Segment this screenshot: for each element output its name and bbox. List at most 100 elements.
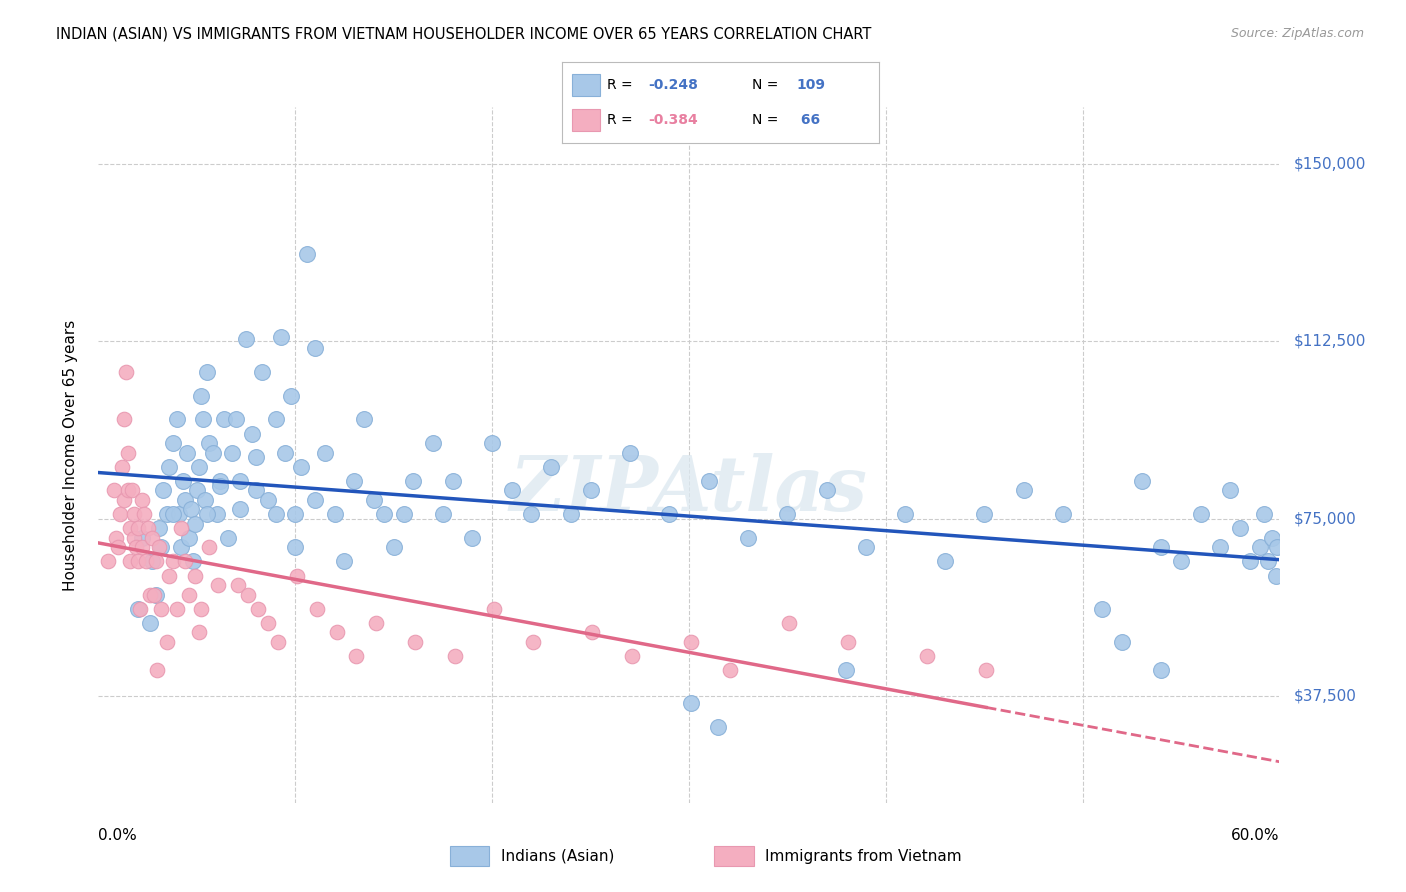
Text: -0.384: -0.384 [648,113,697,128]
Point [150,540,173,554]
Text: $112,500: $112,500 [1294,334,1365,349]
Text: Indians (Asian): Indians (Asian) [501,849,614,863]
Point [112,492,135,507]
Point [1257,554,1279,568]
Point [146,663,169,677]
Point [170,521,193,535]
Point [205,507,228,521]
Point [737,531,759,545]
Point [207,578,229,592]
Point [162,554,184,568]
Point [461,531,484,545]
Point [481,436,503,450]
Point [145,554,167,568]
Point [364,615,387,630]
Point [250,365,273,379]
Point [1239,554,1261,568]
Point [579,483,602,498]
Point [290,459,312,474]
Point [718,663,741,677]
Point [162,436,184,450]
Point [157,459,180,474]
Point [404,635,426,649]
Point [1260,531,1282,545]
Point [131,492,153,507]
Point [422,436,444,450]
Point [221,445,243,459]
Point [679,697,702,711]
Text: ZIPAtlas: ZIPAtlas [510,453,868,526]
Point [117,483,139,498]
Point [209,474,232,488]
Text: $150,000: $150,000 [1294,156,1365,171]
Point [581,625,603,640]
Point [284,540,307,554]
Point [837,635,859,649]
Point [973,507,995,521]
Point [236,588,259,602]
Point [815,483,838,498]
Text: N =: N = [752,113,783,128]
Point [136,521,159,535]
Text: R =: R = [607,78,637,92]
Point [295,246,318,260]
Text: Immigrants from Vietnam: Immigrants from Vietnam [765,849,962,863]
Point [270,329,292,343]
Point [284,507,307,521]
Point [138,588,160,602]
Point [195,507,218,521]
Point [915,649,938,664]
Point [540,459,562,474]
Point [280,389,302,403]
Point [142,588,165,602]
Point [141,531,163,545]
Point [194,492,217,507]
Point [855,540,877,554]
Point [235,332,257,346]
Point [118,554,141,568]
Point [125,540,148,554]
Y-axis label: Householder Income Over 65 years: Householder Income Over 65 years [63,319,77,591]
Point [217,531,239,545]
Point [187,459,209,474]
Text: -0.248: -0.248 [648,78,697,92]
Point [201,445,224,459]
Point [1130,474,1153,488]
Point [156,635,179,649]
Text: N =: N = [752,78,783,92]
Point [894,507,917,521]
Bar [572,109,600,131]
Point [343,474,366,488]
Point [172,474,194,488]
Point [131,531,153,545]
Point [127,521,149,535]
Point [145,588,167,602]
Point [170,540,193,554]
Point [148,521,170,535]
Point [152,483,174,498]
Point [1264,568,1286,582]
Point [373,507,395,521]
Point [108,507,131,521]
Point [141,554,163,568]
Text: R =: R = [607,113,637,128]
Point [934,554,956,568]
Point [157,568,180,582]
Point [135,554,157,568]
Point [256,615,278,630]
Point [118,521,141,535]
Point [128,601,150,615]
Point [150,601,173,615]
Point [560,507,582,521]
Point [382,540,405,554]
Point [112,412,135,426]
Point [835,663,858,677]
Point [1052,507,1074,521]
Point [392,507,415,521]
Bar [450,847,489,866]
Point [190,601,212,615]
Point [148,540,170,554]
Point [115,365,138,379]
Point [974,663,997,677]
Point [441,474,464,488]
